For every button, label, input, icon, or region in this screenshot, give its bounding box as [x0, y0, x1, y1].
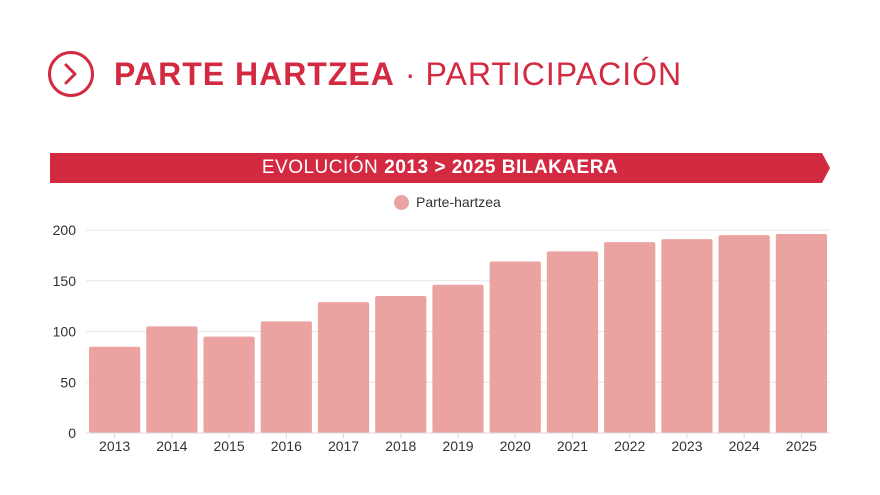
y-tick-label: 0 [68, 425, 76, 441]
y-tick-label: 200 [53, 222, 77, 238]
bar [775, 234, 827, 433]
x-tick-label: 2017 [328, 438, 359, 454]
chart-legend: Parte-hartzea [394, 194, 501, 210]
bar [489, 261, 541, 433]
bar [89, 346, 141, 433]
bar [203, 336, 255, 433]
x-tick-label: 2020 [500, 438, 531, 454]
x-tick-label: 2013 [99, 438, 130, 454]
y-tick-label: 150 [53, 273, 77, 289]
legend-swatch [394, 194, 409, 210]
bar [317, 302, 370, 433]
banner-range: 2013 > 2025 BILAKAERA [384, 157, 619, 178]
bar [432, 284, 484, 433]
legend-label: Parte-hartzea [416, 194, 501, 210]
x-tick-label: 2014 [156, 438, 187, 454]
bar [718, 235, 770, 433]
x-tick-label: 2021 [557, 438, 588, 454]
bar [546, 251, 599, 433]
x-tick-label: 2016 [271, 438, 302, 454]
x-tick-label: 2022 [614, 438, 645, 454]
title-basque: PARTE HARTZEA [114, 55, 395, 92]
banner-prefix: EVOLUCIÓN [261, 157, 379, 178]
chart-title-banner: EVOLUCIÓN 2013 > 2025 BILAKAERA [50, 153, 830, 183]
x-tick-label: 2015 [213, 438, 244, 454]
bar [146, 326, 198, 433]
x-tick-label: 2025 [786, 438, 817, 454]
title-separator: · [404, 55, 416, 92]
x-tick-label: 2024 [729, 438, 760, 454]
bar [260, 321, 312, 433]
y-tick-label: 100 [53, 324, 77, 340]
x-tick-label: 2023 [671, 438, 702, 454]
chevron-right-icon [48, 51, 94, 97]
bar [661, 239, 713, 433]
x-tick-label: 2018 [385, 438, 416, 454]
bar [604, 242, 656, 433]
y-tick-label: 50 [60, 374, 76, 390]
title-spanish: PARTICIPACIÓN [425, 55, 683, 92]
x-tick-label: 2019 [442, 438, 473, 454]
bar [375, 295, 427, 433]
page-header: PARTE HARTZEA · PARTICIPACIÓN [48, 44, 682, 104]
